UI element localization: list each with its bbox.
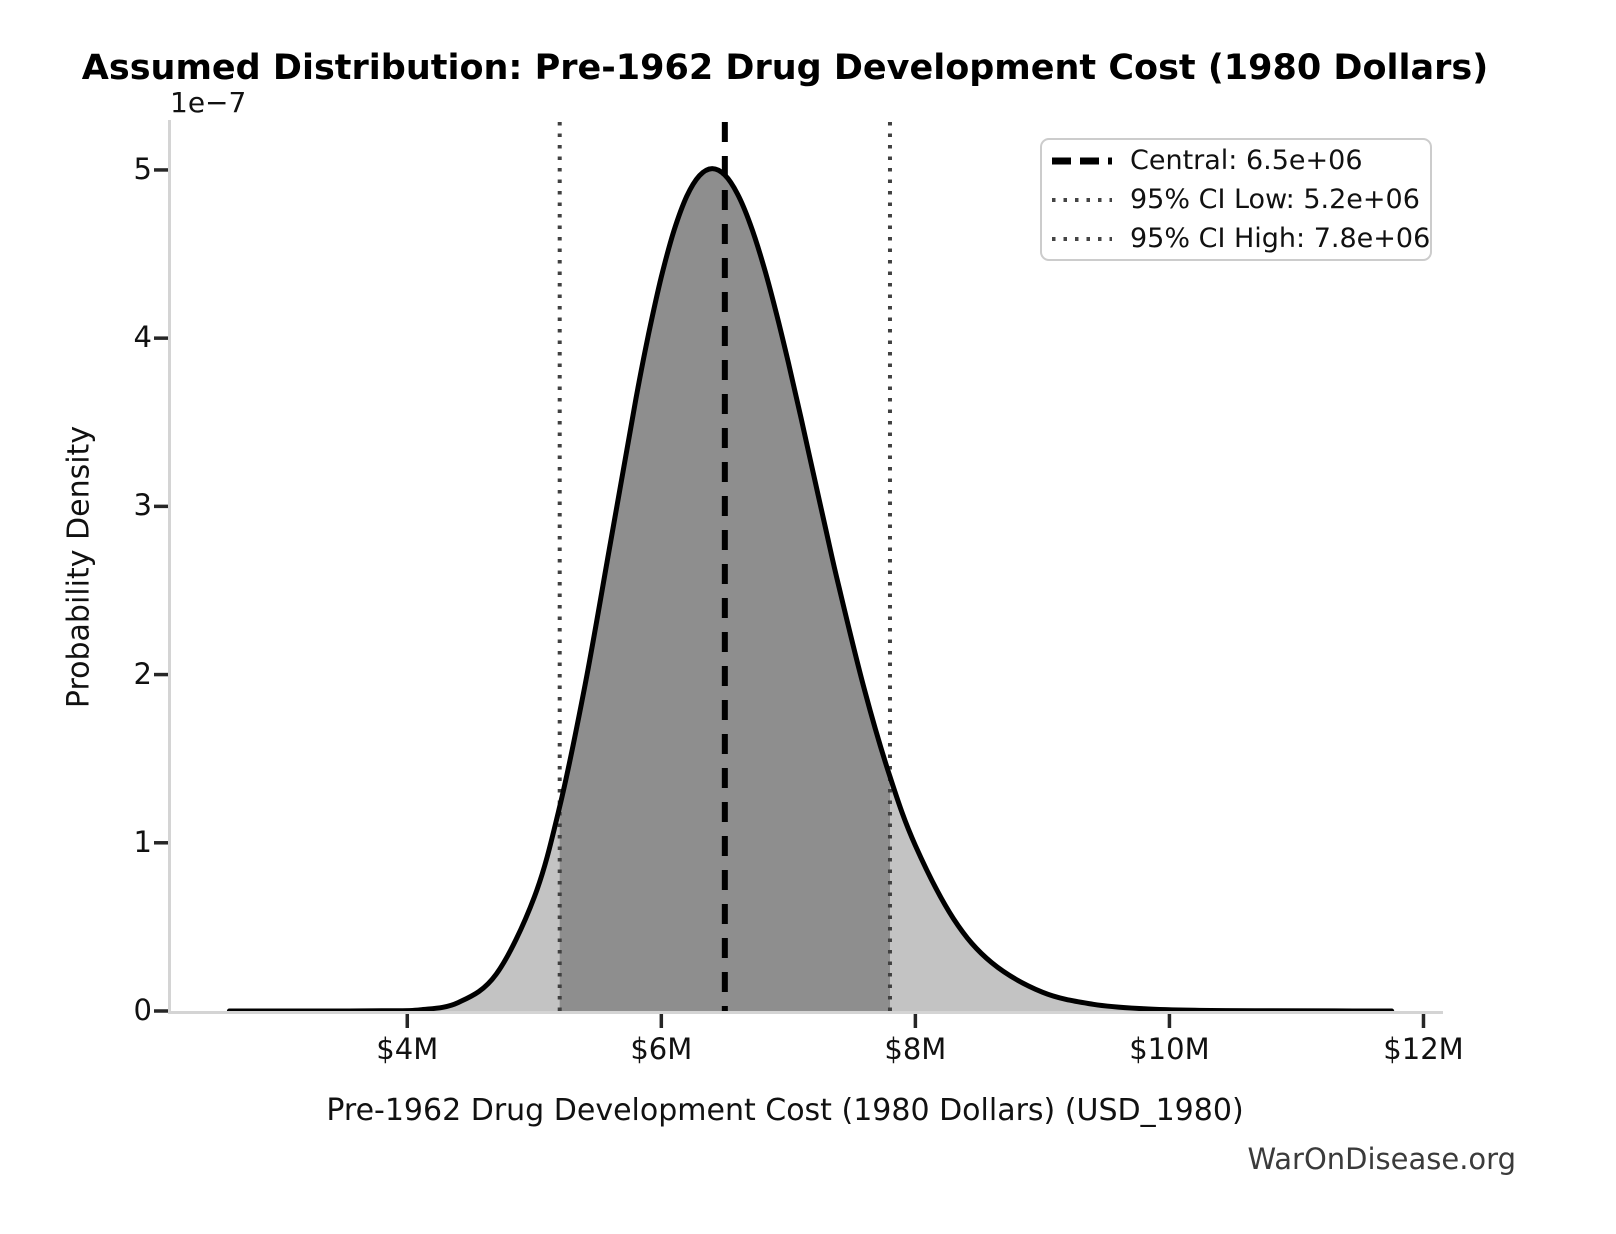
density-curve bbox=[226, 166, 1395, 1014]
legend-item-ci-high: 95% CI High: 7.8e+06 bbox=[1042, 219, 1430, 258]
legend-label-central: Central: 6.5e+06 bbox=[1130, 145, 1363, 176]
dashed-line-icon bbox=[1052, 157, 1112, 164]
watermark: WarOnDisease.org bbox=[1247, 1142, 1516, 1176]
x-tick-label: $12M bbox=[1383, 1032, 1464, 1066]
legend: Central: 6.5e+06 95% CI Low: 5.2e+06 95%… bbox=[1040, 138, 1432, 261]
density-fill-ci bbox=[559, 168, 890, 1012]
x-tick-label: $6M bbox=[630, 1032, 693, 1066]
x-axis-label: Pre-1962 Drug Development Cost (1980 Dol… bbox=[326, 1093, 1244, 1128]
y-tick-label: 1 bbox=[133, 824, 152, 859]
dotted-line-icon bbox=[1052, 236, 1112, 241]
legend-label-ci-high: 95% CI High: 7.8e+06 bbox=[1130, 223, 1431, 254]
x-tick-label: $10M bbox=[1129, 1032, 1210, 1066]
y-tick-label: 4 bbox=[133, 320, 152, 355]
x-tick-label: $4M bbox=[376, 1032, 439, 1066]
y-tick-label: 0 bbox=[133, 993, 152, 1027]
chart-title: Assumed Distribution: Pre-1962 Drug Deve… bbox=[81, 48, 1489, 88]
legend-item-central: Central: 6.5e+06 bbox=[1042, 141, 1430, 180]
legend-label-ci-low: 95% CI Low: 5.2e+06 bbox=[1130, 184, 1420, 215]
dotted-line-icon bbox=[1052, 197, 1112, 202]
y-axis-offset-label: 1e−7 bbox=[170, 86, 247, 119]
legend-item-ci-low: 95% CI Low: 5.2e+06 bbox=[1042, 180, 1430, 219]
x-tick-label: $8M bbox=[884, 1032, 947, 1066]
y-tick-label: 2 bbox=[133, 656, 152, 691]
y-tick-label: 3 bbox=[133, 488, 152, 523]
y-tick-label: 5 bbox=[133, 151, 152, 186]
